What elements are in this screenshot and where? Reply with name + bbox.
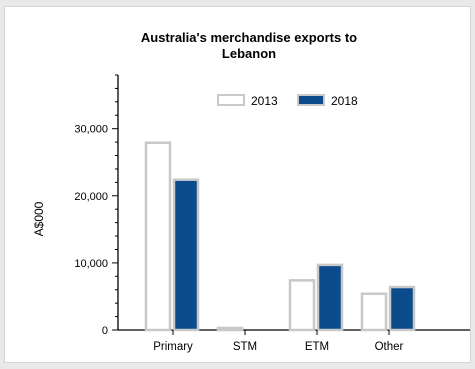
legend-swatch-2013 <box>217 94 245 106</box>
chart-title-line-1: Australia's merchandise exports to <box>141 30 357 45</box>
x-tick-label: Other <box>375 341 404 353</box>
legend-label-2013: 2013 <box>251 94 278 108</box>
bar-2018-primary <box>172 178 200 332</box>
legend-swatch-2018 <box>297 94 325 106</box>
y-tick-label: 30,000 <box>74 124 108 136</box>
y-tick-label: 10,000 <box>74 258 108 270</box>
chart-title-line-2: Lebanon <box>222 46 276 61</box>
y-tick-label: 0 <box>102 325 108 337</box>
bar-chart: Australia's merchandise exports to Leban… <box>32 30 470 353</box>
bar-2013-stm <box>216 326 244 332</box>
bar-2018-etm <box>316 263 344 332</box>
x-tick-label: STM <box>233 341 257 353</box>
bar-2013-etm <box>288 279 316 332</box>
chart-title: Australia's merchandise exports to Leban… <box>141 30 357 61</box>
bar-2013-other <box>360 292 388 332</box>
x-tick-label: ETM <box>305 341 329 353</box>
legend-label-2018: 2018 <box>331 94 358 108</box>
bar-2018-other <box>388 285 416 332</box>
bar-2013-primary <box>144 141 172 332</box>
x-tick-label: Primary <box>153 341 193 353</box>
chart-panel: Australia's merchandise exports to Leban… <box>4 6 471 363</box>
y-tick-label: 20,000 <box>74 191 108 203</box>
plot-area: 0 10,000 20,000 30,000 Primary STM ETM Other 201… <box>74 74 470 353</box>
y-axis-label: A$000 <box>32 201 46 236</box>
